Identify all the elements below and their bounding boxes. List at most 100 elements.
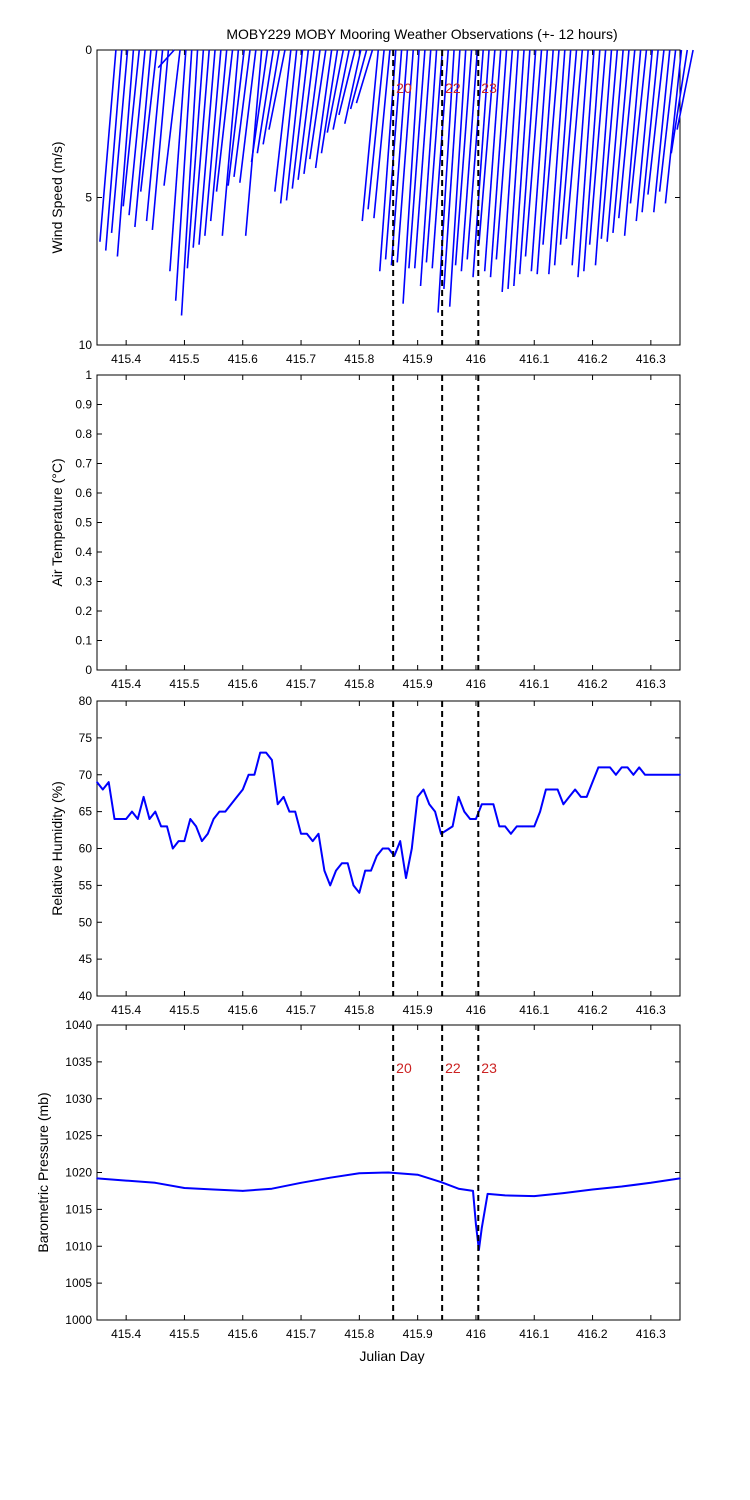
data-point [475,818,477,820]
x-tick-label: 415.4 [111,677,141,691]
y-tick-label: 0.6 [75,486,92,500]
data-point [585,796,588,798]
wind-stick [623,49,642,236]
y-tick-label: 80 [79,694,93,708]
x-tick-label: 415.4 [111,1003,141,1017]
wind-stick [443,49,461,290]
wind-stick [116,49,135,257]
data-point [597,766,600,769]
wind-stick [320,49,339,154]
wind-stick [367,49,385,210]
data-point [131,810,133,813]
data-point [335,869,337,872]
wind-stick [204,49,222,236]
data-point [265,751,267,754]
data-point [329,1176,332,1179]
data-point [282,796,285,798]
data-point [253,773,256,776]
data-point [615,773,617,776]
data-point [171,847,174,850]
x-tick-label: 415.9 [403,677,433,691]
wind-stick [559,49,578,245]
data-point [679,773,681,776]
data-point [346,862,349,865]
data-point [212,818,215,820]
data-point [183,840,186,842]
x-tick-label: 415.5 [169,1003,199,1017]
x-tick-label: 415.6 [228,352,258,366]
data-point [440,1181,442,1183]
wind-stick [454,49,473,266]
data-point [323,869,326,872]
data-point [562,803,565,806]
y-tick-label: 0 [85,43,92,57]
wind-stick [192,49,210,248]
data-point [626,766,629,769]
wind-stick [122,49,141,207]
wind-stick [297,49,315,180]
wind-stick [145,49,164,222]
y-tick-label: 1000 [65,1313,92,1327]
data-point [96,1177,98,1180]
data-point [533,1195,536,1197]
wind-stick [513,49,531,287]
x-tick-label: 415.5 [169,677,199,691]
data-point [486,803,489,806]
x-tick-label: 416 [466,352,486,366]
panel-airtemp: 415.4 415.5 415.6 415.7 415.8 415.9 416 416.1 41… [49,368,681,691]
x-tick-label: 415.4 [111,352,141,366]
x-tick-label: 415.6 [228,1003,258,1017]
data-point [416,1173,419,1176]
data-point [236,796,238,798]
y-tick-label: 75 [79,731,93,745]
data-point [306,832,308,835]
wind-stick [483,49,502,272]
data-point [498,825,501,828]
data-point [550,788,553,791]
data-point [125,1179,127,1182]
data-point [679,1177,681,1180]
y-axis-label: Air Temperature (°C) [49,458,65,586]
x-tick-label: 416.3 [636,677,666,691]
data-point [504,1194,506,1197]
y-tick-label: 1010 [65,1239,92,1253]
wind-stick [472,49,490,278]
x-tick-label: 415.8 [344,1327,374,1341]
y-tick-label: 5 [85,191,92,205]
data-point [673,773,675,776]
y-tick-label: 0.7 [75,457,92,471]
wind-stick [408,49,426,269]
y-tick-label: 50 [79,915,93,929]
x-tick-label: 415.8 [344,1003,374,1017]
x-tick-label: 416.1 [519,1003,549,1017]
wind-stick [378,49,397,272]
wind-stick [600,49,619,239]
y-tick-label: 1030 [65,1092,92,1106]
y-axis-label: Wind Speed (m/s) [49,141,65,253]
data-point [329,884,332,887]
wind-stick [303,49,321,175]
data-point [428,803,431,806]
x-tick-label: 415.9 [403,352,433,366]
wind-stick [314,49,333,169]
data-point [183,1187,186,1189]
x-tick-label: 416.2 [578,352,608,366]
wind-stick [489,49,508,278]
wind-stick [338,49,356,116]
data-point [364,869,366,872]
wind-stick [285,49,304,201]
wind-stick [215,49,234,192]
wind-stick [460,49,479,272]
data-point [521,825,524,828]
wind-stick [128,49,146,216]
wind-stick [536,49,554,275]
wind-stick [507,49,525,290]
wind-stick [466,49,485,260]
wind-stick [186,49,205,269]
wind-stick [309,49,327,160]
x-tick-label: 415.7 [286,1327,316,1341]
data-point [113,818,116,820]
figure-title: MOBY229 MOBY Mooring Weather Observation… [226,26,617,42]
data-point [358,1172,361,1175]
